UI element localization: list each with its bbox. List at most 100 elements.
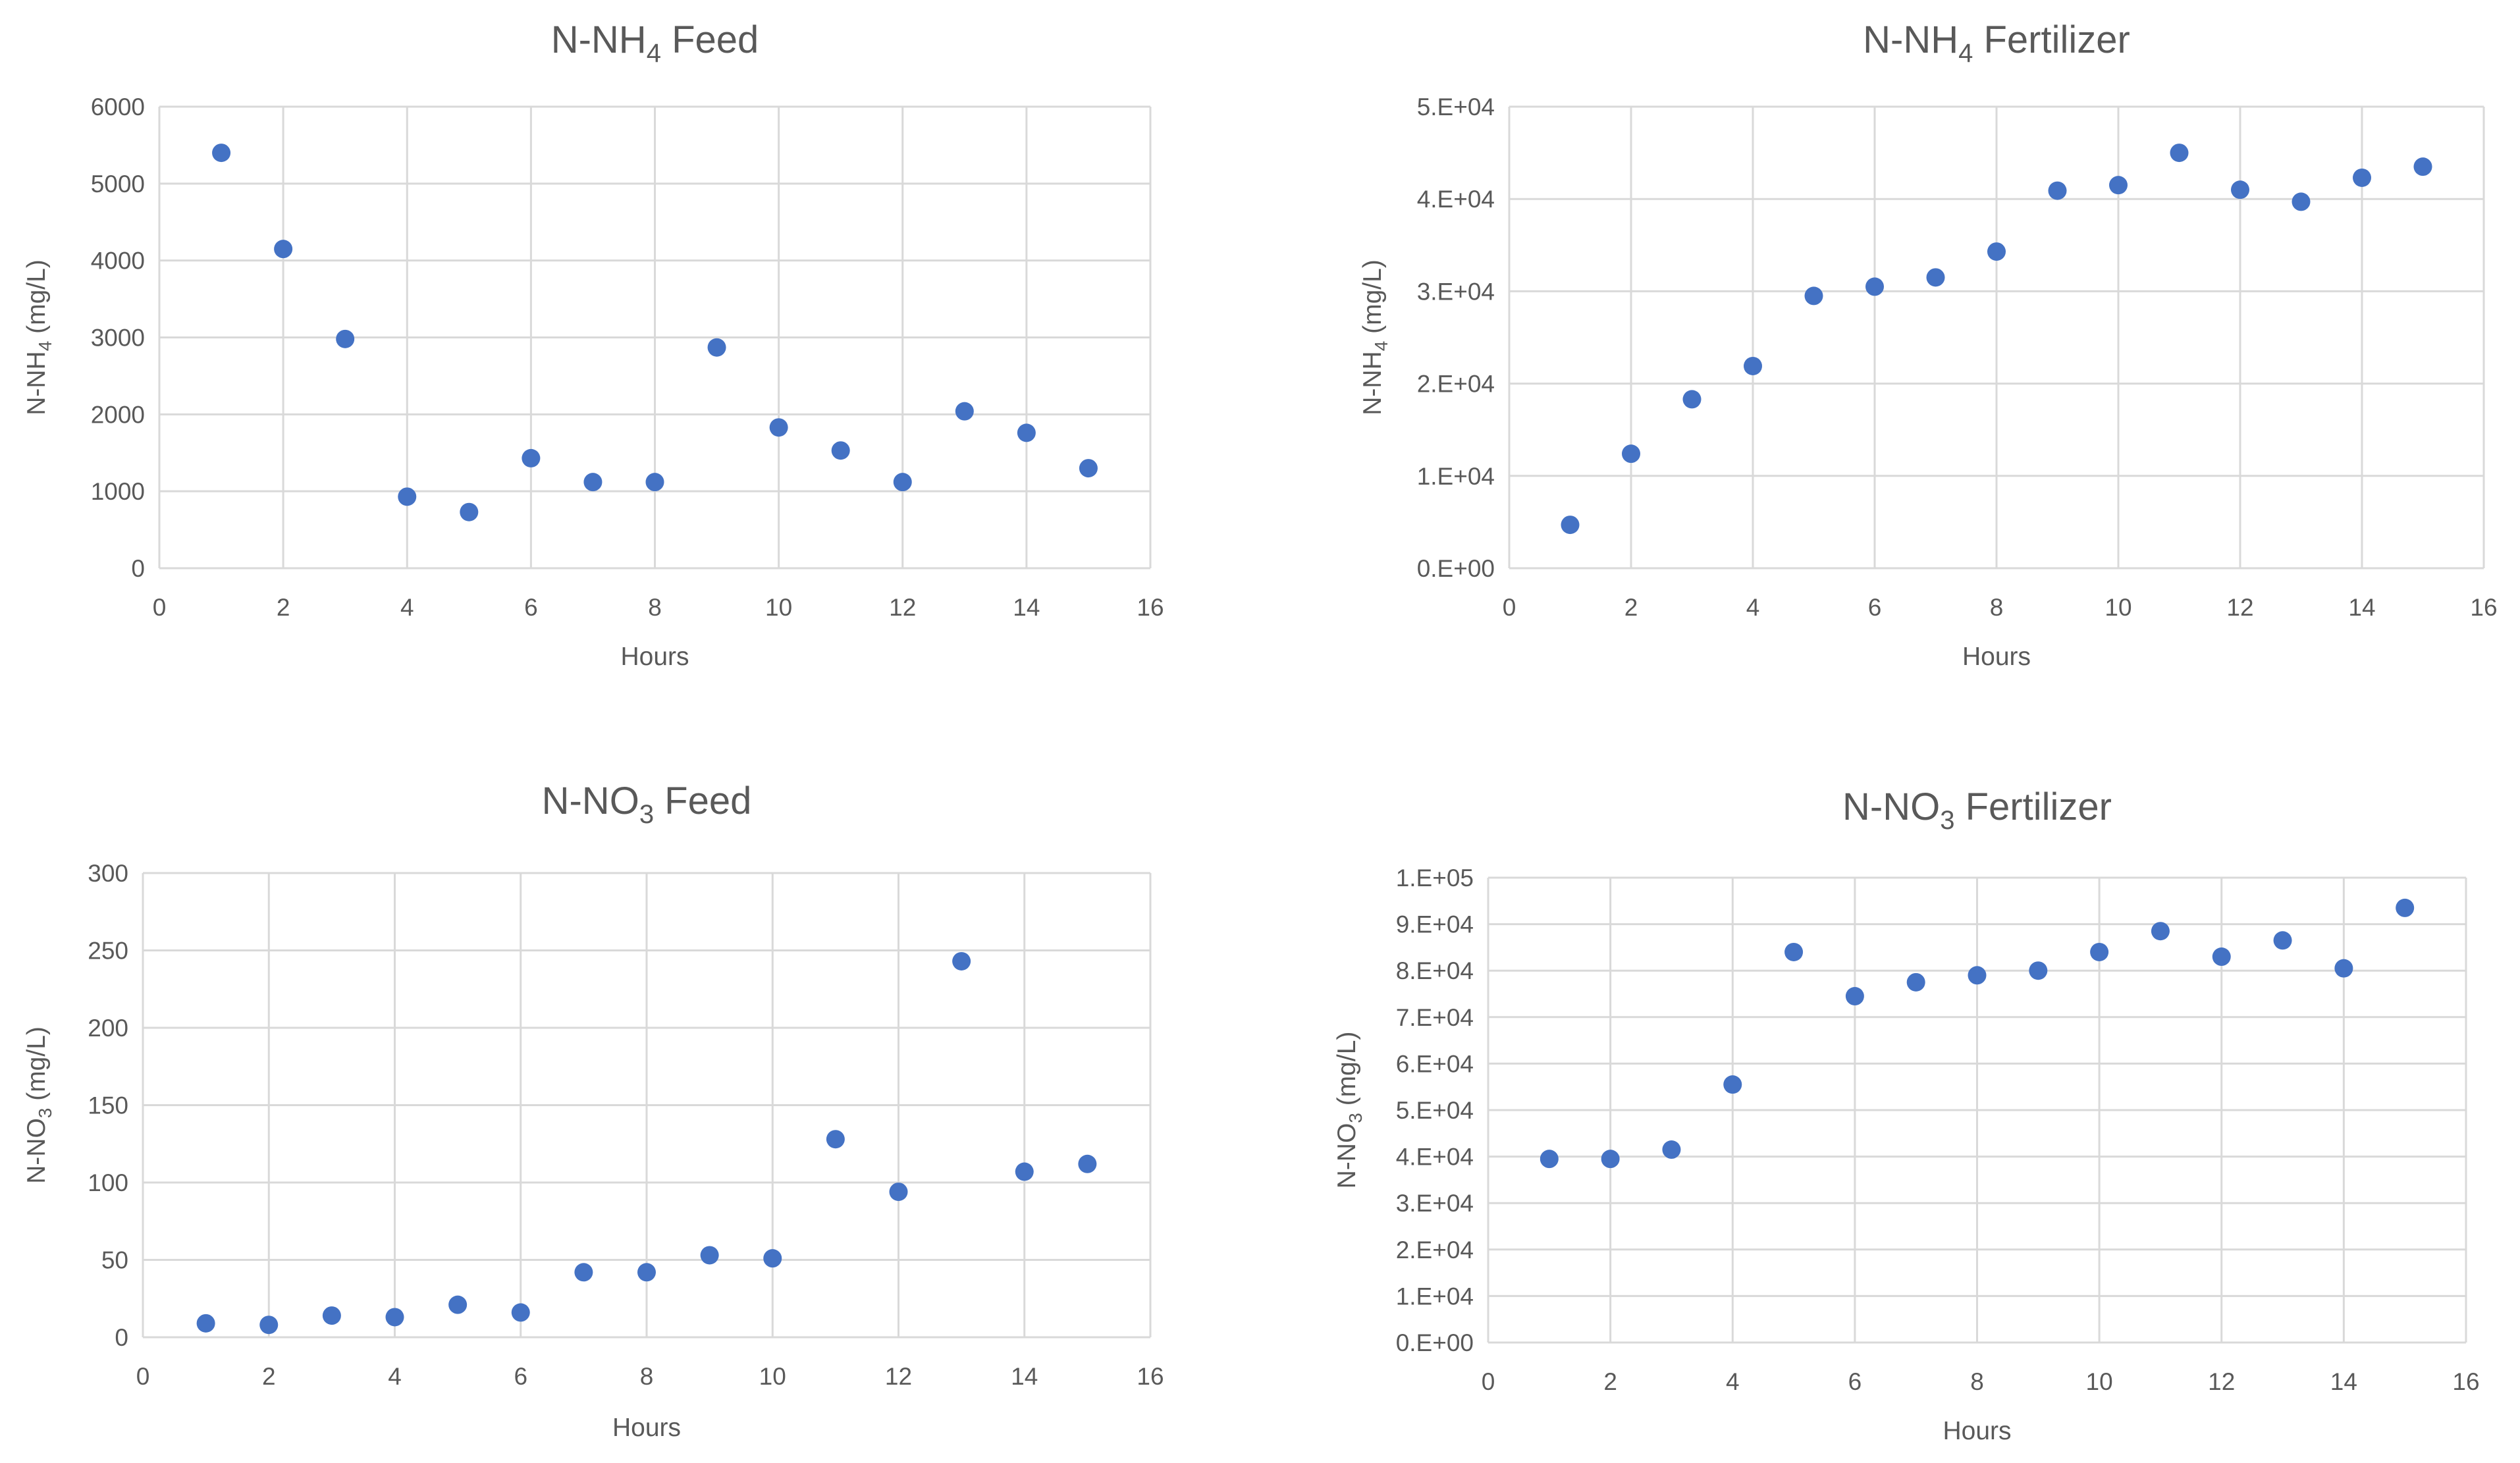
data-point (1784, 942, 1804, 961)
data-point (1926, 268, 1945, 287)
x-tick-label: 4 (1726, 1368, 1740, 1395)
y-tick-label: 250 (88, 938, 128, 965)
x-tick-label: 8 (648, 594, 662, 621)
data-point (1662, 1140, 1681, 1159)
data-point (196, 1314, 215, 1333)
y-tick-label: 4000 (91, 248, 145, 275)
x-tick-label: 6 (1868, 594, 1882, 621)
y-tick-label: 1.E+05 (1396, 864, 1474, 891)
y-tick-label: 5.E+04 (1417, 93, 1495, 120)
y-tick-label: 3.E+04 (1396, 1190, 1474, 1217)
chart-nh4-fertilizer-svg: 0 2 4 6 8 10 12 14 16 0.E+00 1.E+04 2.E+04 3.E+04 4.E… (1358, 18, 2498, 671)
x-tick-label: 10 (765, 594, 792, 621)
chart-no3-fertilizer: 0 2 4 6 8 10 12 14 16 0.E+00 1.E+04 2.E+04 3.E+04 4.E… (1260, 732, 2520, 1463)
x-tick-label: 4 (388, 1363, 402, 1390)
no3-feed-gridlines (142, 872, 1152, 1339)
x-tick-label: 14 (2330, 1368, 2357, 1395)
data-point (826, 1130, 845, 1149)
data-point (2212, 947, 2231, 967)
data-point (2334, 959, 2353, 978)
x-tick-label: 12 (885, 1363, 912, 1390)
y-tick-label: 0 (115, 1324, 128, 1351)
data-point (2170, 144, 2189, 163)
data-point (2353, 168, 2371, 187)
y-tick-label: 9.E+04 (1396, 911, 1474, 938)
y-axis-label: N-NH4 (mg/L) (22, 259, 55, 415)
no3-fertilizer-gridlines (1487, 876, 2467, 1344)
x-tick-label: 0 (1482, 1368, 1495, 1395)
data-point (2151, 922, 2170, 941)
data-point (637, 1263, 656, 1282)
nh4-fertilizer-x-ticks: 0 2 4 6 8 10 12 14 16 (1503, 594, 2498, 621)
data-point (952, 951, 971, 971)
chart-title: N-NO3 Feed (542, 780, 752, 829)
data-point (583, 473, 603, 492)
chart-nh4-fertilizer: 0 2 4 6 8 10 12 14 16 0.E+00 1.E+04 2.E+04 3.E+04 4.E… (1260, 0, 2520, 732)
data-point (574, 1263, 593, 1282)
data-point (2231, 180, 2249, 200)
data-point (1561, 516, 1580, 535)
data-point (448, 1295, 468, 1314)
y-tick-label: 2000 (91, 401, 145, 428)
chart-title: N-NH4 Feed (551, 18, 759, 68)
y-tick-label: 3.E+04 (1417, 278, 1495, 305)
chart-no3-feed-svg: 0 2 4 6 8 10 12 14 16 0 50 100 150 200 250 300 N-NO3 Fee… (22, 780, 1164, 1442)
x-tick-label: 4 (1746, 594, 1760, 621)
y-tick-label: 50 (101, 1247, 128, 1274)
x-tick-label: 16 (2470, 594, 2497, 621)
nh4-fertilizer-series (1561, 144, 2432, 535)
data-point (1078, 1154, 1097, 1173)
chart-no3-fertilizer-svg: 0 2 4 6 8 10 12 14 16 0.E+00 1.E+04 2.E+04 3.E+04 4.E… (1333, 785, 2480, 1445)
x-tick-label: 0 (136, 1363, 150, 1390)
y-tick-label: 300 (88, 860, 128, 887)
y-tick-label: 100 (88, 1169, 128, 1196)
data-point (1601, 1150, 1620, 1169)
data-point (645, 473, 664, 492)
y-tick-label: 0.E+00 (1396, 1329, 1474, 1356)
data-point (700, 1246, 719, 1265)
x-tick-label: 14 (1013, 594, 1040, 621)
data-point (893, 473, 912, 492)
x-tick-label: 12 (889, 594, 916, 621)
chart-nh4-feed-svg: 0 2 4 6 8 10 12 14 16 0 1000 2000 3000 4000 5000 6000 N-… (22, 18, 1164, 671)
data-point (831, 441, 850, 460)
chart-title: N-NO3 Fertilizer (1842, 785, 2112, 835)
x-tick-label: 16 (2452, 1368, 2479, 1395)
data-point (2273, 931, 2292, 950)
data-point (763, 1249, 782, 1268)
x-tick-label: 12 (2226, 594, 2253, 621)
y-tick-label: 1.E+04 (1396, 1283, 1474, 1310)
y-tick-label: 1.E+04 (1417, 463, 1495, 490)
x-tick-label: 10 (759, 1363, 786, 1390)
x-tick-label: 2 (1624, 594, 1638, 621)
data-point (336, 329, 355, 348)
nh4-feed-series (212, 144, 1098, 521)
data-point (2109, 176, 2128, 195)
x-tick-label: 4 (400, 594, 414, 621)
data-point (1906, 972, 1925, 992)
x-axis-label: Hours (1962, 643, 2031, 671)
x-tick-label: 6 (514, 1363, 527, 1390)
data-point (1865, 277, 1884, 296)
data-point (398, 487, 417, 506)
data-point (1723, 1075, 1742, 1094)
data-point (2292, 192, 2311, 211)
chart-no3-feed: 0 2 4 6 8 10 12 14 16 0 50 100 150 200 250 300 N-NO3 Fee… (0, 732, 1260, 1463)
x-tick-label: 0 (153, 594, 167, 621)
x-tick-label: 2 (262, 1363, 276, 1390)
x-tick-label: 0 (1503, 594, 1516, 621)
x-tick-label: 6 (1848, 1368, 1862, 1395)
data-point (1968, 966, 1987, 985)
x-tick-label: 14 (2348, 594, 2375, 621)
chart-title: N-NH4 Fertilizer (1863, 18, 2130, 68)
data-point (1987, 242, 2006, 261)
y-tick-label: 2.E+04 (1417, 371, 1495, 398)
data-point (955, 402, 974, 421)
data-point (212, 144, 231, 163)
data-point (274, 240, 293, 259)
x-axis-label: Hours (1943, 1417, 2011, 1445)
x-tick-label: 8 (1970, 1368, 1984, 1395)
data-point (322, 1306, 341, 1325)
no3-fertilizer-y-ticks: 0.E+00 1.E+04 2.E+04 3.E+04 4.E+04 5.E+04 6.E+… (1396, 864, 1474, 1356)
